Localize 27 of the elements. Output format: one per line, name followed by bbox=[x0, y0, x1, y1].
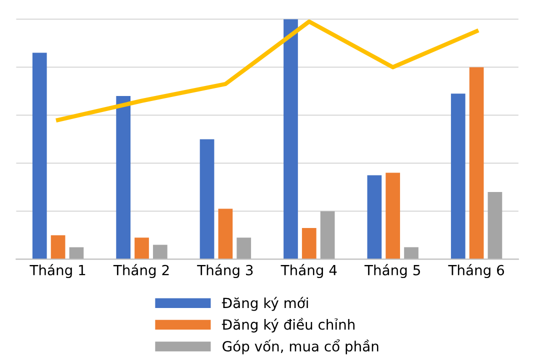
bar bbox=[450, 94, 466, 260]
bar bbox=[367, 175, 382, 260]
x-tick-label: Tháng 4 bbox=[280, 264, 337, 278]
bar bbox=[284, 19, 298, 260]
bar bbox=[134, 238, 149, 260]
bar bbox=[404, 247, 418, 260]
bar bbox=[320, 211, 335, 260]
bar bbox=[116, 96, 131, 260]
legend-label: Đăng ký điều chỉnh bbox=[222, 318, 354, 332]
bar bbox=[218, 208, 233, 260]
x-tick-label: Tháng 1 bbox=[30, 264, 86, 278]
x-tick-label: Tháng 3 bbox=[197, 264, 253, 278]
bar bbox=[32, 52, 47, 260]
legend-label: Đăng ký mới bbox=[222, 296, 308, 311]
bar bbox=[302, 228, 316, 260]
bar bbox=[69, 247, 84, 260]
bar bbox=[50, 235, 66, 260]
bar bbox=[236, 238, 252, 260]
x-tick-label: Tháng 6 bbox=[448, 264, 504, 278]
bar bbox=[152, 244, 168, 260]
bar bbox=[469, 67, 484, 260]
x-tick-label: Tháng 5 bbox=[364, 264, 420, 278]
x-tick-label: Tháng 2 bbox=[113, 264, 169, 278]
legend-label: Góp vốn, mua cổ phần bbox=[222, 339, 378, 354]
bar bbox=[200, 139, 214, 260]
bar bbox=[488, 192, 502, 260]
bar bbox=[386, 172, 400, 260]
